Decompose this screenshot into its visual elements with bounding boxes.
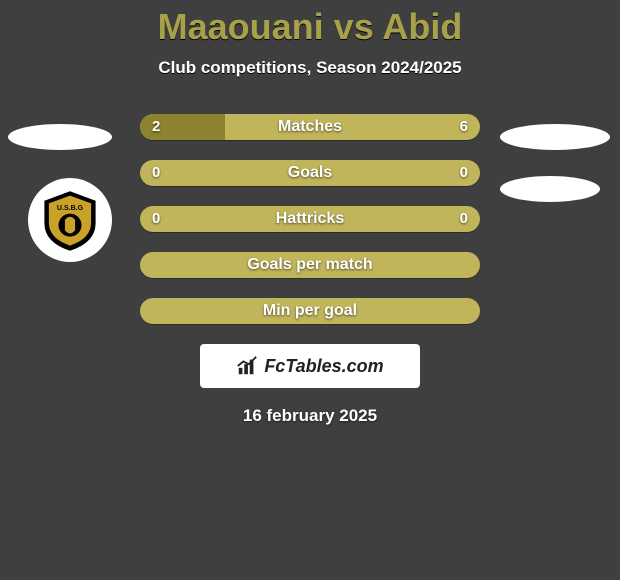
svg-text:U.S.B.G: U.S.B.G [57, 205, 84, 212]
stats-bars: 2 Matches 6 0 Goals 0 0 Hattricks 0 Goal… [140, 114, 480, 324]
stat-label: Min per goal [140, 298, 480, 324]
stat-right-value: 6 [460, 114, 468, 140]
brand-badge[interactable]: FcTables.com [200, 344, 420, 388]
brand-text: FcTables.com [264, 356, 383, 377]
avatar-placeholder-right-1 [500, 124, 610, 150]
stat-right-value: 0 [460, 206, 468, 232]
date-stamp: 16 february 2025 [0, 406, 620, 426]
page-title: Maaouani vs Abid [0, 0, 620, 48]
stat-label: Goals [140, 160, 480, 186]
club-logo-usbg: U.S.B.G [28, 178, 112, 262]
stat-label: Hattricks [140, 206, 480, 232]
stat-label: Goals per match [140, 252, 480, 278]
stat-row-hattricks: 0 Hattricks 0 [140, 206, 480, 232]
stat-row-goals-per-match: Goals per match [140, 252, 480, 278]
stat-label: Matches [140, 114, 480, 140]
page-subtitle: Club competitions, Season 2024/2025 [0, 58, 620, 78]
stat-right-value: 0 [460, 160, 468, 186]
stat-row-min-per-goal: Min per goal [140, 298, 480, 324]
bar-chart-icon [236, 355, 258, 377]
stat-row-goals: 0 Goals 0 [140, 160, 480, 186]
stat-row-matches: 2 Matches 6 [140, 114, 480, 140]
avatar-placeholder-right-2 [500, 176, 600, 202]
avatar-placeholder-left [8, 124, 112, 150]
